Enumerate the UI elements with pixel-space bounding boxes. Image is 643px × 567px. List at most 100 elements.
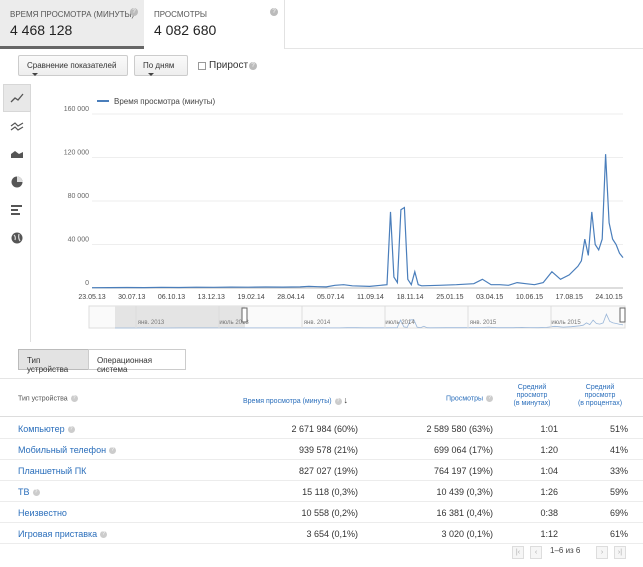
x-tick-label: 13.12.13 bbox=[198, 294, 225, 301]
tab-operating-system[interactable]: Операционная система bbox=[88, 349, 186, 374]
first-page-icon[interactable]: |‹ bbox=[512, 546, 524, 559]
x-tick-label: 17.08.15 bbox=[556, 294, 583, 301]
last-page-icon[interactable]: ›| bbox=[614, 546, 626, 559]
help-icon[interactable]: ? bbox=[270, 8, 278, 16]
globe-icon bbox=[11, 232, 23, 244]
help-icon[interactable]: ? bbox=[486, 395, 493, 402]
views-value: 4 082 680 bbox=[154, 22, 217, 38]
device-name: Мобильный телефон bbox=[18, 445, 107, 455]
header-device[interactable]: Тип устройства? bbox=[18, 395, 78, 402]
chart-type-toolbar bbox=[3, 84, 31, 342]
device-name: Игровая приставка bbox=[18, 529, 98, 539]
x-tick-label: 03.04.15 bbox=[476, 294, 503, 301]
tab-device-type[interactable]: Тип устройства bbox=[18, 349, 89, 374]
header-watch-time-label: Время просмотра (минуты) bbox=[243, 398, 332, 405]
chevron-down-icon bbox=[148, 73, 154, 77]
navigator-label: июль 2014 bbox=[385, 320, 415, 326]
y-tick-label: 80 000 bbox=[68, 193, 90, 200]
watch-time-cell: 10 558 (0,2%) bbox=[301, 508, 358, 518]
growth-label: Прирост bbox=[209, 60, 249, 71]
header-watch-time[interactable]: Время просмотра (минуты)? ↓ bbox=[243, 395, 348, 405]
navigator-label: июль 2015 bbox=[551, 320, 581, 326]
watch-time-value: 4 468 128 bbox=[10, 22, 73, 38]
watch-time-label: ВРЕМЯ ПРОСМОТРА (МИНУТЫ) bbox=[10, 10, 135, 19]
avg-duration-cell: 1:01 bbox=[540, 424, 558, 434]
period-dropdown[interactable]: По дням bbox=[134, 55, 188, 77]
chevron-down-icon bbox=[32, 73, 38, 77]
header-views[interactable]: Просмотры? bbox=[446, 395, 493, 402]
navigator-label: янв. 2013 bbox=[138, 320, 165, 326]
watch-time-chart: Время просмотра (минуты) 160 000 120 000 80… bbox=[31, 84, 643, 342]
prev-page-icon[interactable]: ‹ bbox=[530, 546, 542, 559]
views-cell: 699 064 (17%) bbox=[433, 445, 493, 455]
watch-time-card[interactable]: ВРЕМЯ ПРОСМОТРА (МИНУТЫ) 4 468 128 ? bbox=[0, 0, 144, 49]
avg-duration-cell: 1:26 bbox=[540, 487, 558, 497]
x-tick-label: 24.10.15 bbox=[595, 294, 622, 301]
avg-percent-cell: 41% bbox=[609, 445, 628, 455]
map-button[interactable] bbox=[3, 224, 31, 252]
navigator-label: июль 2013 bbox=[219, 320, 249, 326]
legend-label: Время просмотра (минуты) bbox=[114, 97, 216, 106]
chart-svg: Время просмотра (минуты) 160 000 120 000 80… bbox=[64, 97, 626, 329]
device-link[interactable]: Мобильный телефон? bbox=[18, 445, 117, 455]
avg-percent-cell: 69% bbox=[609, 508, 628, 518]
help-icon[interactable]: ? bbox=[100, 531, 108, 539]
header-views-label: Просмотры bbox=[446, 395, 483, 403]
header-avg-duration-line: просмотр bbox=[516, 392, 548, 399]
watch-time-cell: 2 671 984 (60%) bbox=[291, 424, 358, 434]
device-link[interactable]: ТВ? bbox=[18, 487, 40, 497]
help-icon[interactable]: ? bbox=[130, 8, 138, 16]
header-avg-duration[interactable]: Средний просмотр (в минутах) bbox=[510, 384, 554, 408]
navigator-series bbox=[115, 313, 624, 329]
header-avg-duration-line: Средний bbox=[517, 384, 547, 391]
y-tick-label: 120 000 bbox=[64, 150, 89, 157]
x-tick-label: 18.11.14 bbox=[397, 294, 424, 301]
pie-chart-button[interactable] bbox=[3, 168, 31, 196]
table-row: Неизвестно 10 558 (0,2%) 16 381 (0,4%) 0:38… bbox=[0, 502, 643, 523]
device-link[interactable]: Компьютер? bbox=[18, 424, 75, 434]
line-chart-button[interactable] bbox=[3, 84, 31, 112]
avg-duration-cell: 1:04 bbox=[540, 466, 558, 476]
help-icon[interactable]: ? bbox=[249, 62, 257, 70]
device-link[interactable]: Игровая приставка? bbox=[18, 529, 108, 539]
device-link[interactable]: Планшетный ПК bbox=[18, 466, 86, 476]
navigator-label: янв. 2015 bbox=[470, 320, 497, 326]
device-name: Неизвестно bbox=[18, 508, 67, 518]
navigator-mask bbox=[115, 306, 245, 328]
help-icon[interactable]: ? bbox=[70, 395, 78, 402]
device-name: ТВ bbox=[18, 487, 30, 497]
header-avg-percent[interactable]: Средний просмотр (в процентах) bbox=[572, 384, 628, 408]
bar-chart-button[interactable] bbox=[3, 196, 31, 224]
table-header: Тип устройства? Время просмотра (минуты)… bbox=[0, 378, 643, 417]
header-device-label: Тип устройства bbox=[18, 395, 68, 403]
area-chart-button[interactable] bbox=[3, 140, 31, 168]
views-cell: 10 439 (0,3%) bbox=[436, 487, 493, 497]
avg-percent-cell: 33% bbox=[609, 466, 628, 476]
line-chart-icon bbox=[10, 93, 24, 103]
header-avg-percent-line: просмотр bbox=[584, 392, 616, 399]
x-tick-label: 23.05.13 bbox=[78, 294, 105, 301]
y-tick-label: 160 000 bbox=[64, 106, 89, 113]
device-link[interactable]: Неизвестно bbox=[18, 508, 67, 518]
multi-line-button[interactable] bbox=[3, 112, 31, 140]
table-row: ТВ? 15 118 (0,3%) 10 439 (0,3%) 1:26 59% bbox=[0, 481, 643, 502]
next-page-icon[interactable]: › bbox=[596, 546, 608, 559]
views-cell: 764 197 (19%) bbox=[433, 466, 493, 476]
help-icon[interactable]: ? bbox=[32, 489, 40, 497]
header-avg-duration-line: (в минутах) bbox=[513, 400, 551, 407]
growth-checkbox[interactable] bbox=[198, 62, 206, 70]
watch-time-cell: 827 027 (19%) bbox=[298, 466, 358, 476]
watch-time-cell: 15 118 (0,3%) bbox=[302, 487, 358, 497]
navigator-handle-left bbox=[241, 307, 248, 323]
avg-percent-cell: 59% bbox=[609, 487, 628, 497]
x-tick-label: 25.01.15 bbox=[436, 294, 463, 301]
compare-dropdown[interactable]: Сравнение показателей bbox=[18, 55, 128, 77]
views-cell: 16 381 (0,4%) bbox=[436, 508, 493, 518]
views-card[interactable]: ПРОСМОТРЫ 4 082 680 ? bbox=[144, 0, 285, 49]
sort-desc-icon: ↓ bbox=[343, 395, 349, 405]
help-icon[interactable]: ? bbox=[334, 397, 342, 405]
table-row: Компьютер? 2 671 984 (60%) 2 589 580 (63%)… bbox=[0, 418, 643, 439]
help-icon[interactable]: ? bbox=[67, 426, 75, 434]
help-icon[interactable]: ? bbox=[109, 447, 117, 455]
table-row: Мобильный телефон? 939 578 (21%) 699 064 (… bbox=[0, 439, 643, 460]
